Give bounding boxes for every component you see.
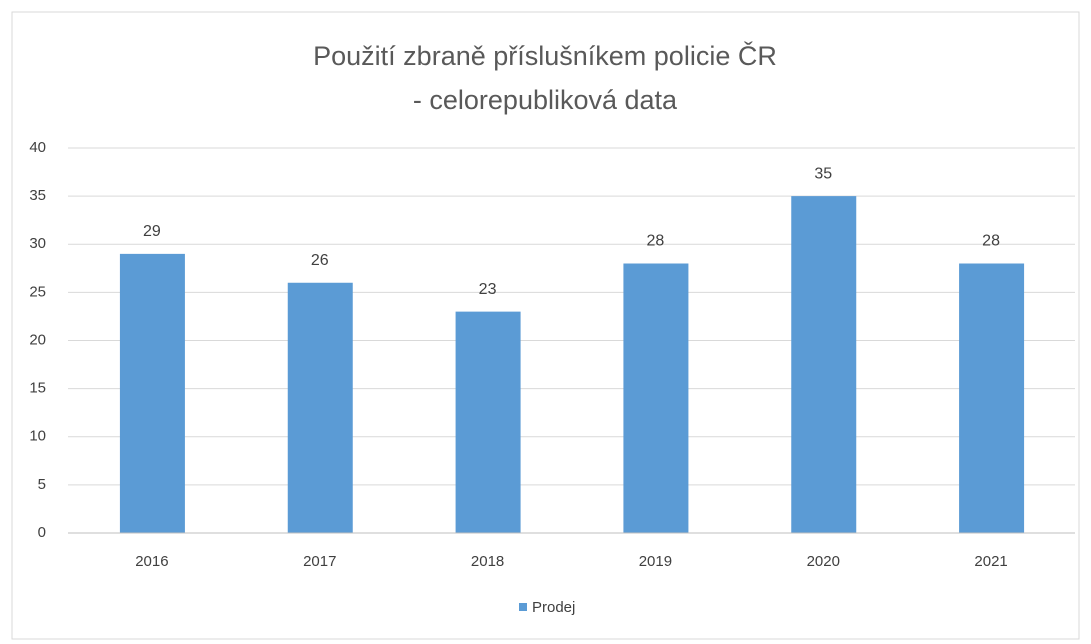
- legend-swatch: [519, 603, 527, 611]
- x-tick-label: 2021: [974, 553, 1007, 570]
- chart-frame: [11, 11, 1080, 640]
- y-tick-label: 10: [29, 428, 46, 445]
- y-tick-label: 0: [38, 524, 46, 541]
- legend-label: Prodej: [532, 599, 575, 616]
- y-tick-label: 30: [29, 235, 46, 252]
- bar: [119, 253, 185, 533]
- data-label: 28: [982, 233, 1000, 250]
- data-label: 35: [814, 165, 832, 182]
- x-tick-label: 2020: [807, 553, 840, 570]
- y-tick-label: 15: [29, 380, 46, 397]
- bar: [623, 263, 689, 533]
- y-tick-label: 5: [38, 476, 46, 493]
- bar: [959, 263, 1025, 533]
- y-tick-label: 25: [29, 283, 46, 300]
- x-tick-label: 2017: [303, 553, 336, 570]
- data-label: 26: [311, 252, 329, 269]
- y-tick-label: 20: [29, 331, 46, 348]
- chart-title: Použití zbraně příslušníkem policie ČR: [313, 40, 777, 71]
- data-label: 29: [143, 223, 161, 240]
- bar: [791, 196, 857, 533]
- y-tick-label: 40: [29, 139, 46, 156]
- bar: [287, 282, 353, 533]
- x-tick-label: 2016: [135, 553, 168, 570]
- chart-title: - celorepubliková data: [413, 85, 678, 115]
- data-label: 23: [479, 281, 497, 298]
- y-tick-label: 35: [29, 187, 46, 204]
- x-tick-label: 2019: [639, 553, 672, 570]
- x-tick-label: 2018: [471, 553, 504, 570]
- bar: [455, 311, 521, 533]
- data-label: 28: [647, 233, 665, 250]
